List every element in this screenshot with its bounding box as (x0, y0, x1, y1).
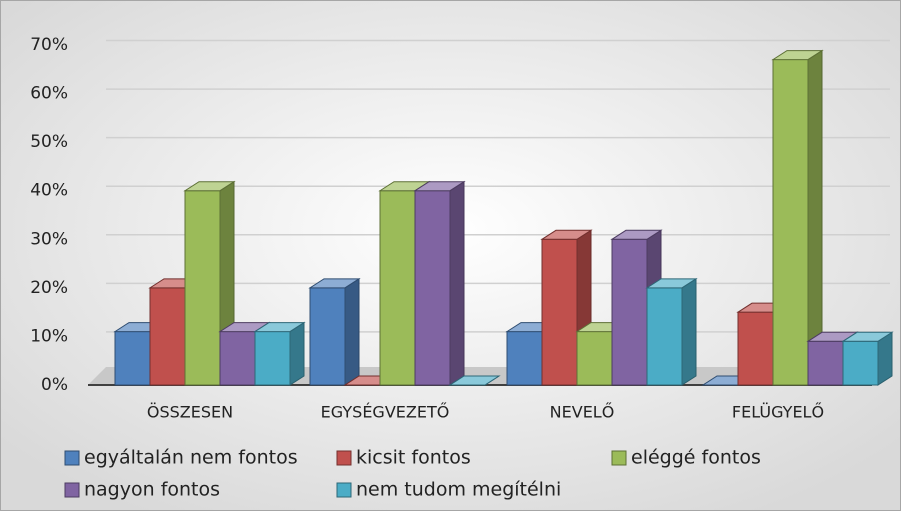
legend-label: kicsit fontos (356, 447, 471, 469)
bar-top (841, 331, 894, 342)
bar-top (610, 229, 663, 240)
bar (646, 287, 683, 386)
bar (114, 331, 151, 386)
legend-label: nem tudom megítélni (356, 479, 561, 501)
bar (807, 340, 844, 386)
bar-side (289, 321, 305, 386)
legend-swatch (611, 450, 627, 466)
bar (772, 59, 809, 386)
bar (541, 238, 578, 386)
bar-side (449, 180, 465, 386)
bar-top (308, 278, 361, 289)
legend-label: egyáltalán nem fontos (84, 447, 298, 469)
bar (737, 311, 774, 386)
bar (149, 287, 186, 386)
x-tick-label: EGYSÉGVEZETŐ (321, 402, 450, 422)
y-tick-label: 20% (30, 278, 68, 298)
bar (379, 190, 416, 386)
bar-top (448, 375, 501, 386)
legend-swatch (64, 450, 80, 466)
legend-swatch (64, 482, 80, 498)
bar-top (413, 181, 466, 192)
y-tick-label: 0% (41, 375, 68, 395)
bar (219, 331, 256, 386)
legend-label: nagyon fontos (84, 479, 220, 501)
bar (842, 340, 879, 386)
bar (254, 331, 291, 386)
y-tick-label: 60% (30, 84, 68, 104)
bar (184, 190, 221, 386)
legend-swatch (336, 482, 352, 498)
bar-top (771, 50, 824, 61)
y-tick-label: 30% (30, 229, 68, 249)
bar-side (344, 277, 360, 386)
bar-top (645, 278, 698, 289)
bar-top (183, 181, 236, 192)
y-tick-label: 70% (30, 35, 68, 55)
legend-swatch (336, 450, 352, 466)
y-tick-label: 50% (30, 132, 68, 152)
bar (576, 331, 613, 386)
y-tick-label: 10% (30, 326, 68, 346)
bar (611, 238, 648, 386)
y-tick-label: 40% (30, 181, 68, 201)
legend-label: eléggé fontos (631, 447, 761, 469)
x-tick-label: FELÜGYELŐ (732, 402, 824, 422)
bar-top (253, 322, 306, 333)
bar (506, 331, 543, 386)
bar (414, 190, 451, 386)
bar-side (681, 277, 697, 386)
x-tick-label: ÖSSZESEN (147, 403, 233, 422)
x-tick-label: NEVELŐ (550, 402, 615, 422)
bar-top (540, 229, 593, 240)
bar (309, 287, 346, 386)
